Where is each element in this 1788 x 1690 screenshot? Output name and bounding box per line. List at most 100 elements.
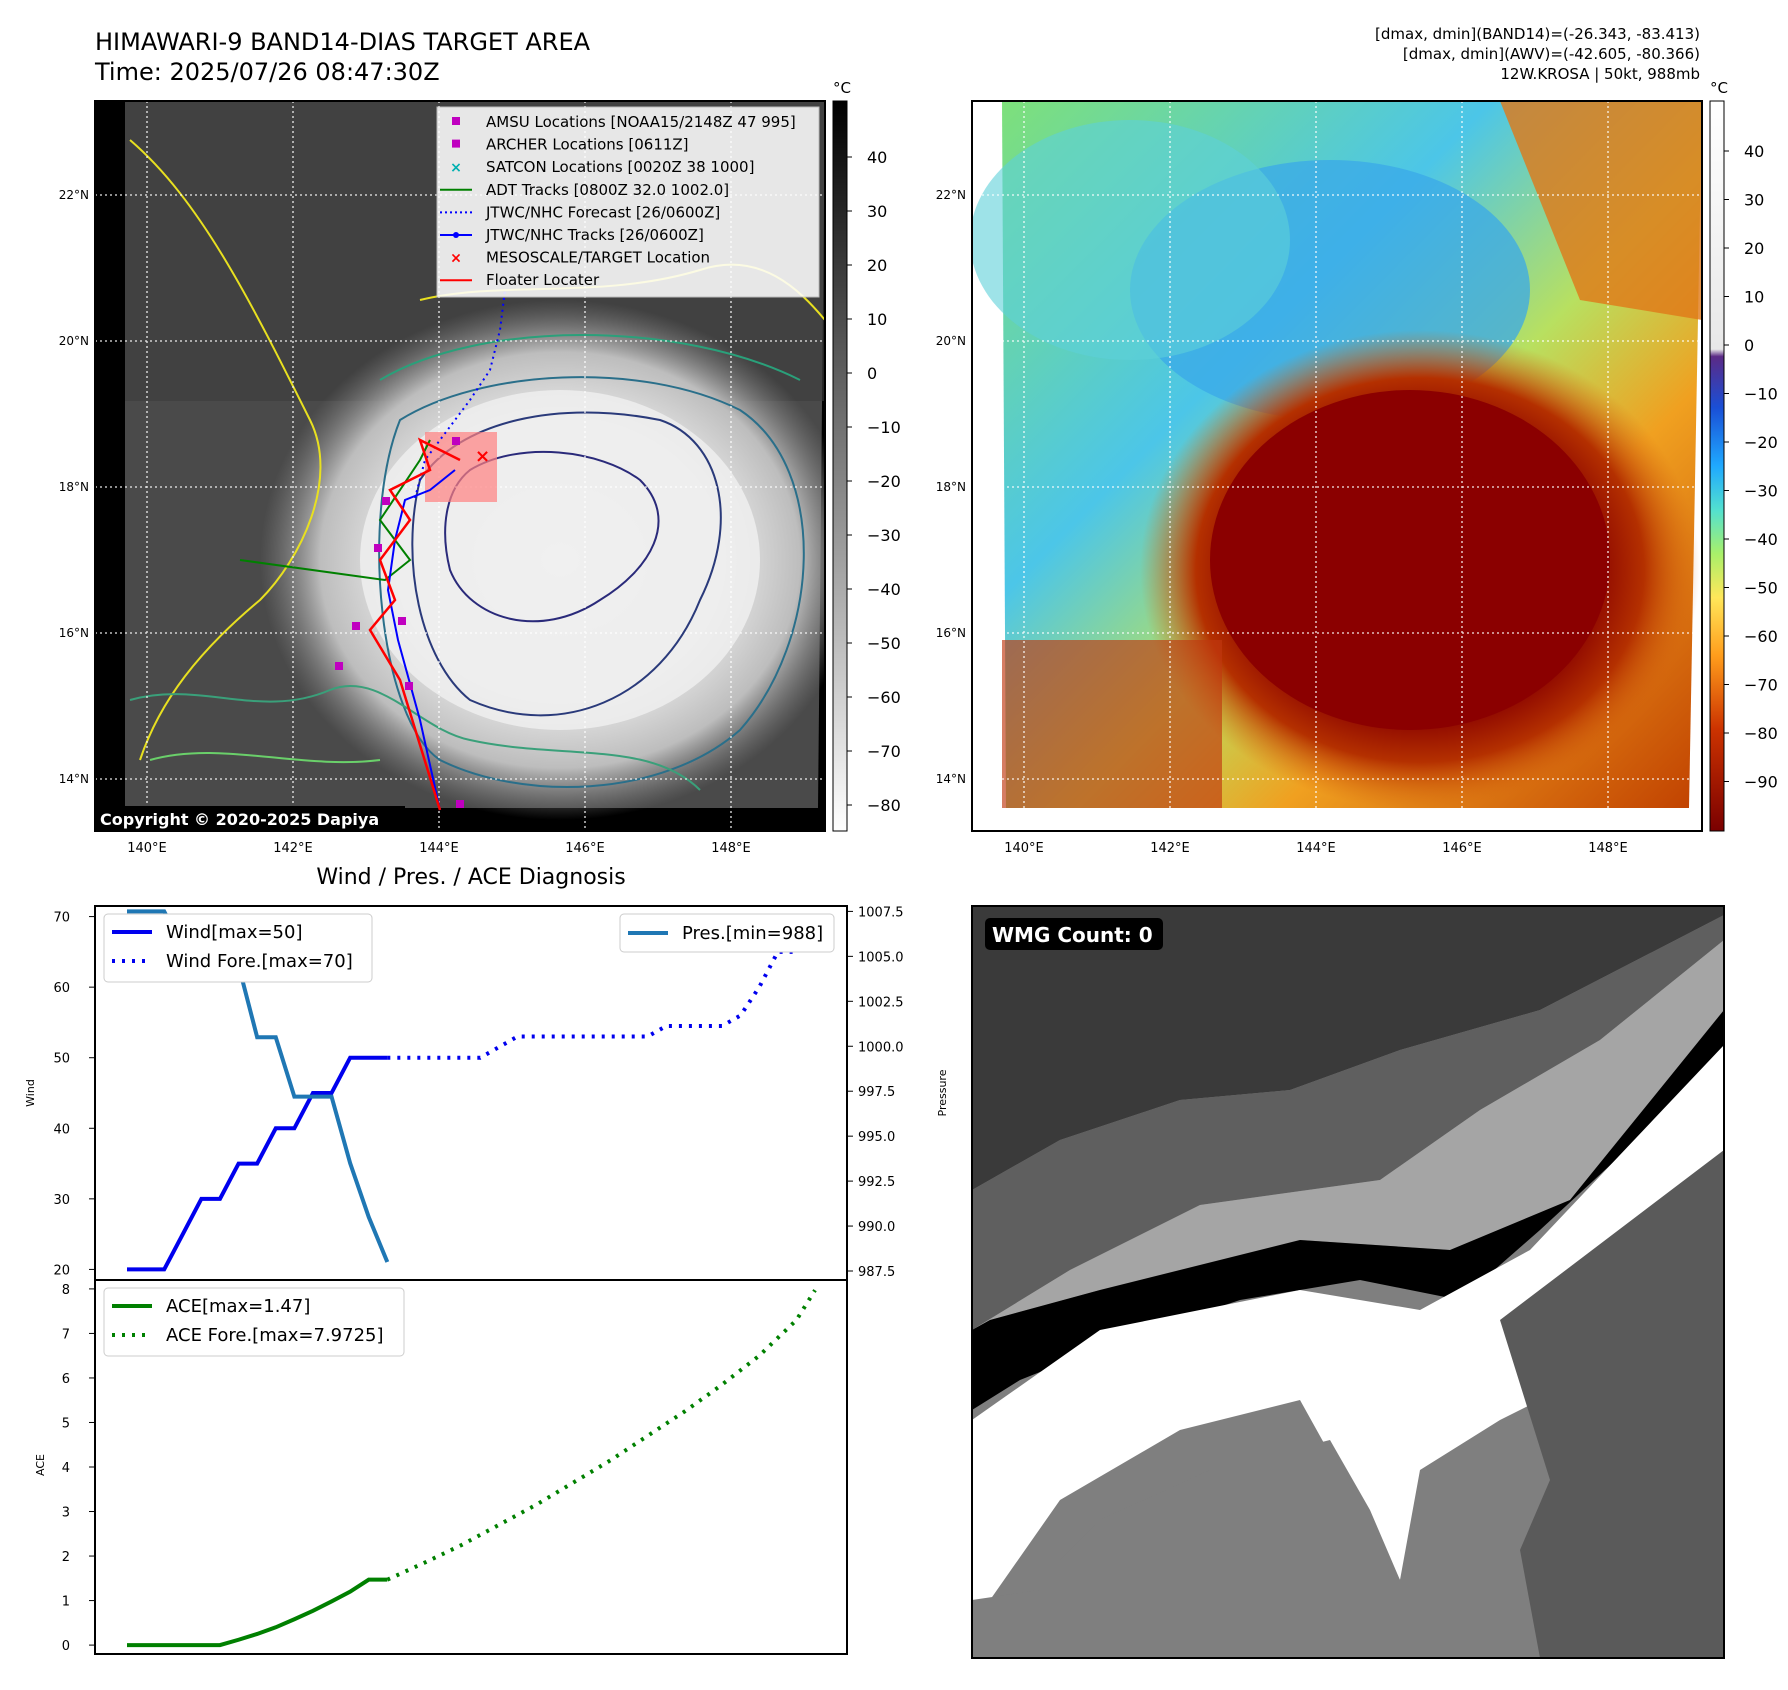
colorbar-tick-label: −60 [867, 688, 901, 707]
colorbar-tick-label: −70 [1744, 676, 1778, 695]
lon-tick-label: 142°E [1150, 841, 1190, 856]
colorbar-tick-label: −10 [1744, 385, 1778, 404]
colorbar-tick-label: −50 [867, 634, 901, 653]
legend-pressure-label: Pres.[min=988] [682, 923, 823, 944]
colorbar-tick-label: −10 [867, 418, 901, 437]
pressure-y-tick-label: 990.0 [858, 1220, 895, 1235]
ace-y-tick-label: 5 [62, 1416, 70, 1431]
storm-info: 12W.KROSA | 50kt, 988mb [1500, 65, 1700, 83]
wind-y-tick-label: 20 [53, 1263, 70, 1278]
ace-legend: ACE[max=1.47] ACE Fore.[max=7.9725] [104, 1288, 404, 1356]
colorbar-tick-label: −20 [867, 472, 901, 491]
lon-tick-label: 144°E [419, 841, 459, 856]
wind-y-tick-label: 60 [53, 981, 70, 996]
lat-tick-label: 16°N [59, 626, 89, 640]
colorbar-tick-label: −40 [1744, 530, 1778, 549]
legend-label: JTWC/NHC Forecast [26/0600Z] [485, 203, 720, 221]
wmg-panel: WMG Count: 0 [972, 906, 1724, 1658]
copyright-text: Copyright © 2020-2025 Dapiya [100, 810, 379, 829]
ace-y-tick-label: 6 [62, 1372, 70, 1387]
ir-map-panel: × Copyright © 2020-2025 Dapiya AMSU Loca… [59, 79, 901, 856]
legend-entry: AMSU Locations [NOAA15/2148Z 47 995] [452, 113, 796, 131]
ir-colorbar [833, 101, 847, 831]
colorbar-tick-label: 0 [1744, 336, 1754, 355]
colorbar-tick-label: −30 [867, 526, 901, 545]
legend-x-marker: × [450, 251, 462, 267]
lat-tick-label: 16°N [936, 626, 966, 640]
wmg-count-label: WMG Count: 0 [992, 923, 1153, 947]
wind-axis-label: Wind [24, 1079, 37, 1107]
lat-tick-label: 20°N [59, 334, 89, 348]
ace-y-tick-label: 7 [62, 1327, 70, 1342]
ace-y-tick-label: 8 [62, 1283, 70, 1298]
legend-square-marker [452, 140, 460, 148]
ace-chart: 0 1 2 3 4 5 6 7 8 ACE ACE[max=1.47] ACE Fore.[max=7… [34, 1280, 847, 1654]
colorbar-tick-label: 0 [867, 364, 877, 383]
colorbar-tick-label: 20 [1744, 239, 1764, 258]
lat-tick-label: 22°N [59, 188, 89, 202]
lat-tick-label: 14°N [936, 772, 966, 786]
figure-canvas: HIMAWARI-9 BAND14-DIAS TARGET AREA Time:… [0, 0, 1788, 1690]
stats-awv: [dmax, dmin](AWV)=(-42.605, -80.366) [1403, 45, 1700, 63]
legend-x-marker: × [450, 160, 462, 176]
wind-y-tick-label: 70 [53, 911, 70, 926]
pressure-y-tick-label: 1002.5 [858, 995, 904, 1010]
ace-y-tick-label: 2 [62, 1550, 70, 1565]
lon-tick-label: 148°E [1588, 841, 1628, 856]
colorbar-tick-label: 10 [1744, 288, 1764, 307]
diagnosis-title: Wind / Pres. / ACE Diagnosis [316, 865, 625, 890]
legend-entry: × MESOSCALE/TARGET Location [450, 249, 710, 267]
colorbar-tick-label: 40 [1744, 142, 1764, 161]
pressure-axis-label: Pressure [936, 1069, 949, 1116]
lon-tick-label: 142°E [273, 841, 313, 856]
figure-title: HIMAWARI-9 BAND14-DIAS TARGET AREA [95, 28, 591, 56]
lon-tick-label: 140°E [127, 841, 167, 856]
legend-wind-label: Wind[max=50] [166, 922, 303, 943]
colorbar-tick-label: −20 [1744, 433, 1778, 452]
legend-label: Floater Locater [486, 271, 600, 289]
color-ir-map-panel: 140°E 142°E 144°E 146°E 148°E 22°N20°N18°N16… [936, 79, 1778, 856]
colorbar-tick-label: −30 [1744, 482, 1778, 501]
svg-text:×: × [475, 446, 490, 467]
legend-dot-marker [453, 232, 459, 238]
legend-ace-label: ACE[max=1.47] [166, 1296, 310, 1317]
pressure-y-tick-label: 1005.0 [858, 950, 904, 965]
colorbar-tick-label: 10 [867, 310, 887, 329]
lat-tick-label: 14°N [59, 772, 89, 786]
legend-label: ADT Tracks [0800Z 32.0 1002.0] [486, 181, 729, 199]
pressure-y-tick-label: 1007.5 [858, 905, 904, 920]
colorbar-tick-label: −60 [1744, 627, 1778, 646]
pressure-y-tick-label: 992.5 [858, 1175, 895, 1190]
wind-y-tick-label: 30 [53, 1193, 70, 1208]
lon-tick-label: 148°E [711, 841, 751, 856]
legend-label: ARCHER Locations [0611Z] [486, 136, 689, 154]
colorbar-tick-label: 40 [867, 148, 887, 167]
map-legend: AMSU Locations [NOAA15/2148Z 47 995] ARCH… [437, 107, 819, 297]
pressure-legend: Pres.[min=988] [620, 914, 834, 952]
legend-label: SATCON Locations [0020Z 38 1000] [486, 158, 754, 176]
lon-tick-label: 140°E [1004, 841, 1044, 856]
colorbar-tick-label: −70 [867, 742, 901, 761]
colorbar-tick-label: −80 [867, 796, 901, 815]
colorbar-tick-label: −80 [1744, 724, 1778, 743]
legend-entry: × SATCON Locations [0020Z 38 1000] [450, 158, 754, 176]
ace-y-tick-label: 3 [62, 1506, 70, 1521]
wind-legend: Wind[max=50] Wind Fore.[max=70] [104, 914, 372, 982]
ace-y-tick-label: 0 [62, 1639, 70, 1654]
legend-label: AMSU Locations [NOAA15/2148Z 47 995] [486, 113, 796, 131]
legend-entry: ARCHER Locations [0611Z] [452, 136, 689, 154]
lat-tick-label: 18°N [59, 480, 89, 494]
colorbar-tick-label: 30 [1744, 191, 1764, 210]
legend-ace-fore-label: ACE Fore.[max=7.9725] [166, 1325, 384, 1346]
legend-label: JTWC/NHC Tracks [26/0600Z] [485, 226, 704, 244]
colorbar-tick-label: −40 [867, 580, 901, 599]
wind-y-tick-label: 40 [53, 1122, 70, 1137]
wind-pressure-chart: Wind / Pres. / ACE Diagnosis 20304050607… [24, 865, 949, 1280]
color-colorbar-unit: °C [1710, 79, 1728, 97]
lon-tick-label: 144°E [1296, 841, 1336, 856]
color-colorbar [1710, 101, 1724, 831]
figure-time: Time: 2025/07/26 08:47:30Z [94, 58, 440, 86]
legend-label: MESOSCALE/TARGET Location [486, 249, 710, 267]
colorbar-tick-label: 30 [867, 202, 887, 221]
pressure-y-tick-label: 1000.0 [858, 1040, 904, 1055]
